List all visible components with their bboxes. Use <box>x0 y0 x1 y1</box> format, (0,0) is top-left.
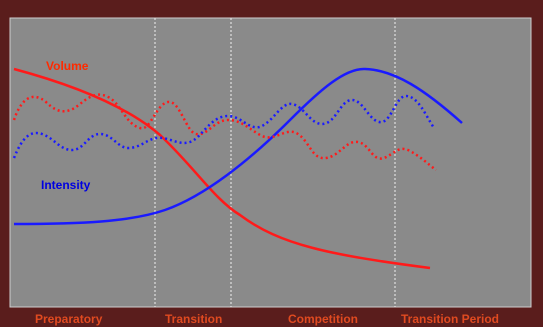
volume-actual-line <box>12 93 437 171</box>
top-bar <box>0 0 543 18</box>
intensity-label: Intensity <box>41 178 91 192</box>
intensity-line <box>13 67 463 226</box>
phase-label-transition-period: Transition Period <box>401 312 499 326</box>
phase-label-transition: Transition <box>165 312 222 326</box>
intensity-actual-line <box>12 94 436 159</box>
diagram-panel <box>9 17 532 308</box>
volume-label: Volume <box>46 59 89 73</box>
phase-label-preparatory: Preparatory <box>35 312 103 326</box>
phase-label-competition: Competition <box>288 312 358 326</box>
